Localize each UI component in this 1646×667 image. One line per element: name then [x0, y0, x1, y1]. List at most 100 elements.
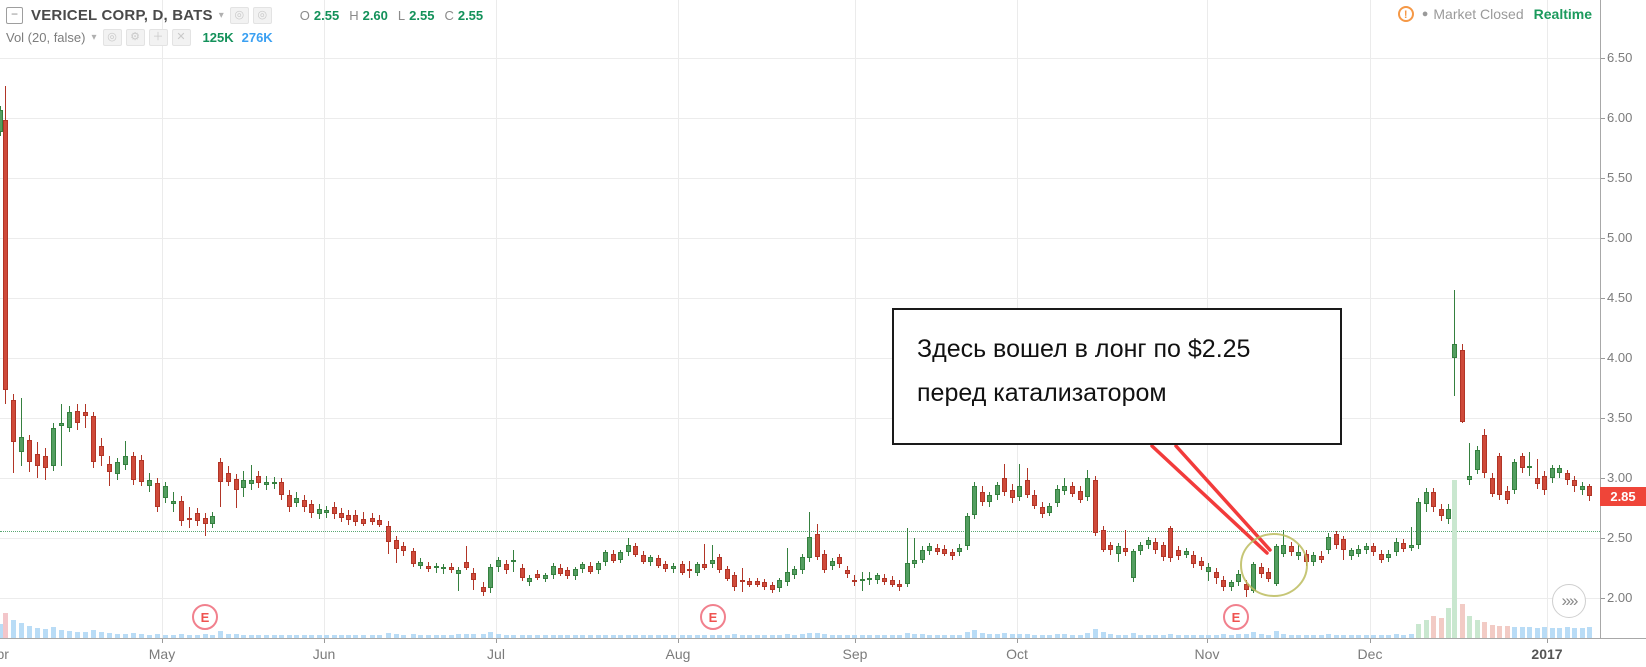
volume-bar — [203, 634, 208, 638]
candle — [785, 571, 790, 583]
candle — [1062, 486, 1067, 492]
volume-bar — [792, 635, 797, 638]
indicator-icon-button[interactable]: ⚙ — [125, 28, 145, 46]
volume-bar — [762, 635, 767, 638]
time-axis[interactable]: Apr May Jun Jul Aug Sep Oct Nov Dec 2017 — [0, 638, 1646, 667]
candle — [867, 577, 872, 580]
grid-line-horizontal — [0, 238, 1600, 239]
time-tick-label: May — [148, 646, 176, 662]
candle — [687, 569, 692, 572]
last-price-badge: 2.85 — [1600, 487, 1646, 506]
volume-bar — [1401, 635, 1406, 638]
market-status: ! ● Market Closed Realtime — [1397, 6, 1592, 22]
volume-bar — [1289, 635, 1294, 638]
ohlc-letter: C — [444, 7, 454, 23]
candle — [441, 566, 446, 570]
candle — [339, 512, 344, 518]
volume-bar — [279, 635, 284, 638]
volume-bar — [139, 634, 144, 638]
time-tick-label: Nov — [1194, 646, 1220, 662]
volume-bar — [558, 635, 563, 638]
volume-bar — [641, 635, 646, 638]
volume-bar — [401, 635, 406, 638]
price-line-dotted — [0, 531, 1600, 532]
volume-bar — [1409, 634, 1414, 638]
candle — [187, 517, 192, 520]
volume-bar — [1475, 620, 1480, 638]
volume-bar — [588, 635, 593, 638]
volume-bar — [1587, 627, 1592, 638]
candle — [995, 485, 1000, 495]
legend-icon-button[interactable]: ◎ — [229, 6, 249, 24]
realtime-label[interactable]: Realtime — [1533, 6, 1592, 22]
earnings-marker[interactable]: E — [700, 604, 726, 630]
candle — [957, 547, 962, 553]
volume-bar — [179, 634, 184, 638]
grid-line-horizontal — [0, 58, 1600, 59]
volume-bar — [717, 635, 722, 638]
symbol-title[interactable]: VERICEL CORP, D, BATS — [31, 6, 213, 24]
candle-wick — [363, 511, 364, 526]
candle — [1349, 550, 1354, 556]
volume-bar — [882, 635, 887, 638]
price-tick-dash — [1601, 538, 1605, 539]
volume-indicator-label[interactable]: Vol (20, false) — [6, 29, 86, 45]
candle — [725, 569, 730, 579]
candle — [1356, 548, 1361, 554]
indicator-icon-button[interactable]: ✕ — [171, 28, 191, 46]
earnings-marker[interactable]: E — [192, 604, 218, 630]
volume-bar — [226, 634, 231, 638]
volume-bar — [147, 635, 152, 638]
volume-bar — [394, 634, 399, 638]
volume-bar — [1535, 628, 1540, 638]
candle — [51, 427, 56, 466]
candle — [1386, 553, 1391, 559]
volume-bar — [187, 635, 192, 638]
candle — [1236, 574, 1241, 583]
indicator-icon-button[interactable]: ◎ — [102, 28, 122, 46]
candle — [710, 559, 715, 565]
time-tick-dash — [678, 639, 679, 643]
volume-bar — [603, 635, 608, 638]
candle — [324, 510, 329, 513]
candle — [1206, 566, 1211, 572]
volume-bar — [464, 634, 469, 638]
indicator-icon-button[interactable]: ＋ — [148, 28, 168, 46]
trade-note-box[interactable]: Здесь вошел в лонг по $2.25 перед катали… — [892, 308, 1342, 445]
volume-bar — [1416, 624, 1421, 638]
volume-bar — [171, 635, 176, 638]
candle — [11, 400, 16, 442]
candle — [1557, 468, 1562, 474]
grid-line-horizontal — [0, 178, 1600, 179]
alert-icon[interactable]: ! — [1397, 6, 1414, 22]
series-icon-buttons[interactable]: ◎ ◎ — [229, 6, 276, 24]
earnings-marker[interactable]: E — [1223, 604, 1249, 630]
scroll-right-button[interactable]: »» — [1552, 584, 1586, 618]
candle — [504, 564, 509, 571]
chevron-down-icon[interactable]: ▾ — [218, 9, 224, 21]
collapse-legend-icon[interactable]: − — [6, 6, 23, 24]
candle — [464, 562, 469, 568]
candle-wick — [251, 464, 252, 490]
volume-bar — [987, 634, 992, 638]
volume-bar — [370, 635, 375, 638]
volume-bar — [0, 624, 3, 638]
legend-icon-button[interactable]: ◎ — [252, 6, 272, 24]
indicator-icon-buttons[interactable]: ◎ ⚙ ＋ ✕ — [102, 28, 195, 46]
candle — [59, 422, 64, 427]
price-axis[interactable]: 6.50 6.00 5.50 5.00 4.50 4.00 3.50 3.00 2.50 2.00 — [1600, 0, 1646, 638]
chevron-down-icon[interactable]: ▾ — [91, 31, 97, 43]
candle — [218, 462, 223, 482]
candle — [1580, 486, 1585, 490]
volume-bar — [155, 634, 160, 638]
candle — [1439, 509, 1444, 517]
price-tick-label: 5.00 — [1607, 230, 1633, 245]
candle — [920, 550, 925, 560]
volume-bar — [1319, 635, 1324, 638]
candle-wick — [1529, 451, 1530, 476]
candle — [890, 580, 895, 585]
candle — [1085, 478, 1090, 498]
candle — [155, 482, 160, 507]
candle — [67, 412, 72, 428]
